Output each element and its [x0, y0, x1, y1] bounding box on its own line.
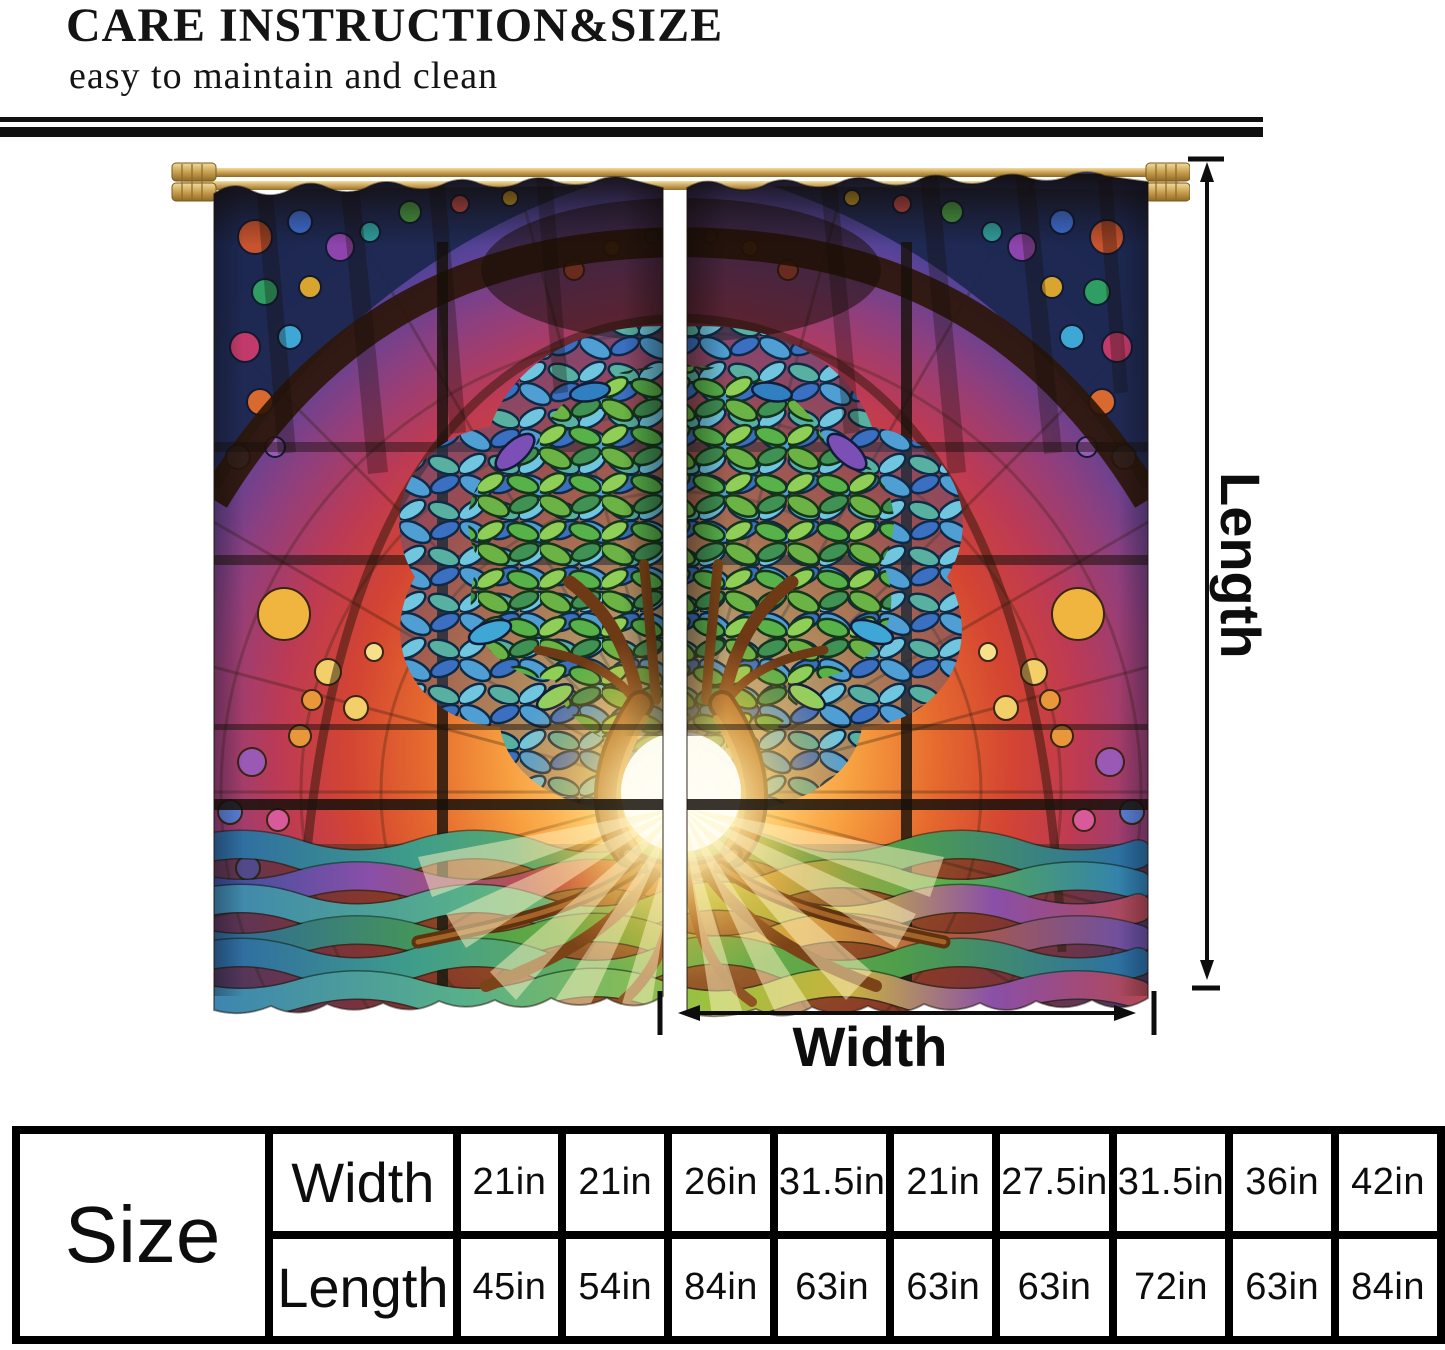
table-row-width: Size Width 21in 21in 26in 31.5in 21in 27…	[11, 1126, 1445, 1344]
width-value-cell: 31.5in	[1108, 1126, 1234, 1239]
panel-right-outer-shade	[1118, 176, 1148, 996]
size-table-corner: Size	[11, 1126, 274, 1344]
length-label: Length	[1209, 472, 1272, 659]
length-measure-arrow	[1188, 156, 1224, 991]
width-value-cell: 36in	[1225, 1126, 1340, 1239]
divider-thin	[0, 117, 1263, 122]
length-value-cell: 72in	[1108, 1231, 1234, 1344]
table-row-length: Length 45in 54in 84in 63in 63in 63in 72i…	[16, 1231, 1445, 1344]
width-value-cell: 31.5in	[769, 1126, 895, 1239]
length-value-cell: 54in	[558, 1231, 673, 1344]
panel-right-inner-shade	[687, 176, 727, 736]
length-value-cell: 63in	[769, 1231, 895, 1344]
length-value-cell: 63in	[992, 1231, 1117, 1344]
divider-thick	[0, 127, 1263, 137]
rod-finial-left	[171, 162, 217, 202]
length-value-cell: 84in	[664, 1231, 778, 1344]
width-value-cell: 26in	[664, 1126, 778, 1239]
panel-left-outer-shade	[214, 176, 244, 996]
curtain-panel-right	[686, 171, 1149, 1018]
page-subtitle: easy to maintain and clean	[69, 55, 499, 97]
length-value-cell: 63in	[886, 1231, 1001, 1344]
width-value-cell: 21in	[452, 1126, 567, 1239]
panel-left-inner-shade	[623, 176, 663, 736]
width-value-cell: 42in	[1331, 1126, 1445, 1239]
size-table: Size Width 21in 21in 26in 31.5in 21in 27…	[11, 1126, 1445, 1344]
length-value-cell: 84in	[1331, 1231, 1445, 1344]
rod-finial-right	[1145, 162, 1190, 202]
curtain-panel-left	[213, 176, 664, 1015]
length-row-header: Length	[265, 1231, 461, 1344]
length-value-cell: 63in	[1225, 1231, 1340, 1344]
page-title: CARE INSTRUCTION&SIZE	[66, 0, 724, 52]
width-row-header: Width	[265, 1126, 461, 1239]
width-value-cell: 27.5in	[992, 1126, 1117, 1239]
width-value-cell: 21in	[558, 1126, 673, 1239]
length-value-cell: 45in	[452, 1231, 567, 1344]
width-label: Width	[792, 1015, 948, 1078]
curtain-product-image	[171, 162, 1190, 1018]
width-value-cell: 21in	[886, 1126, 1001, 1239]
width-measure-arrow	[657, 991, 1157, 1035]
